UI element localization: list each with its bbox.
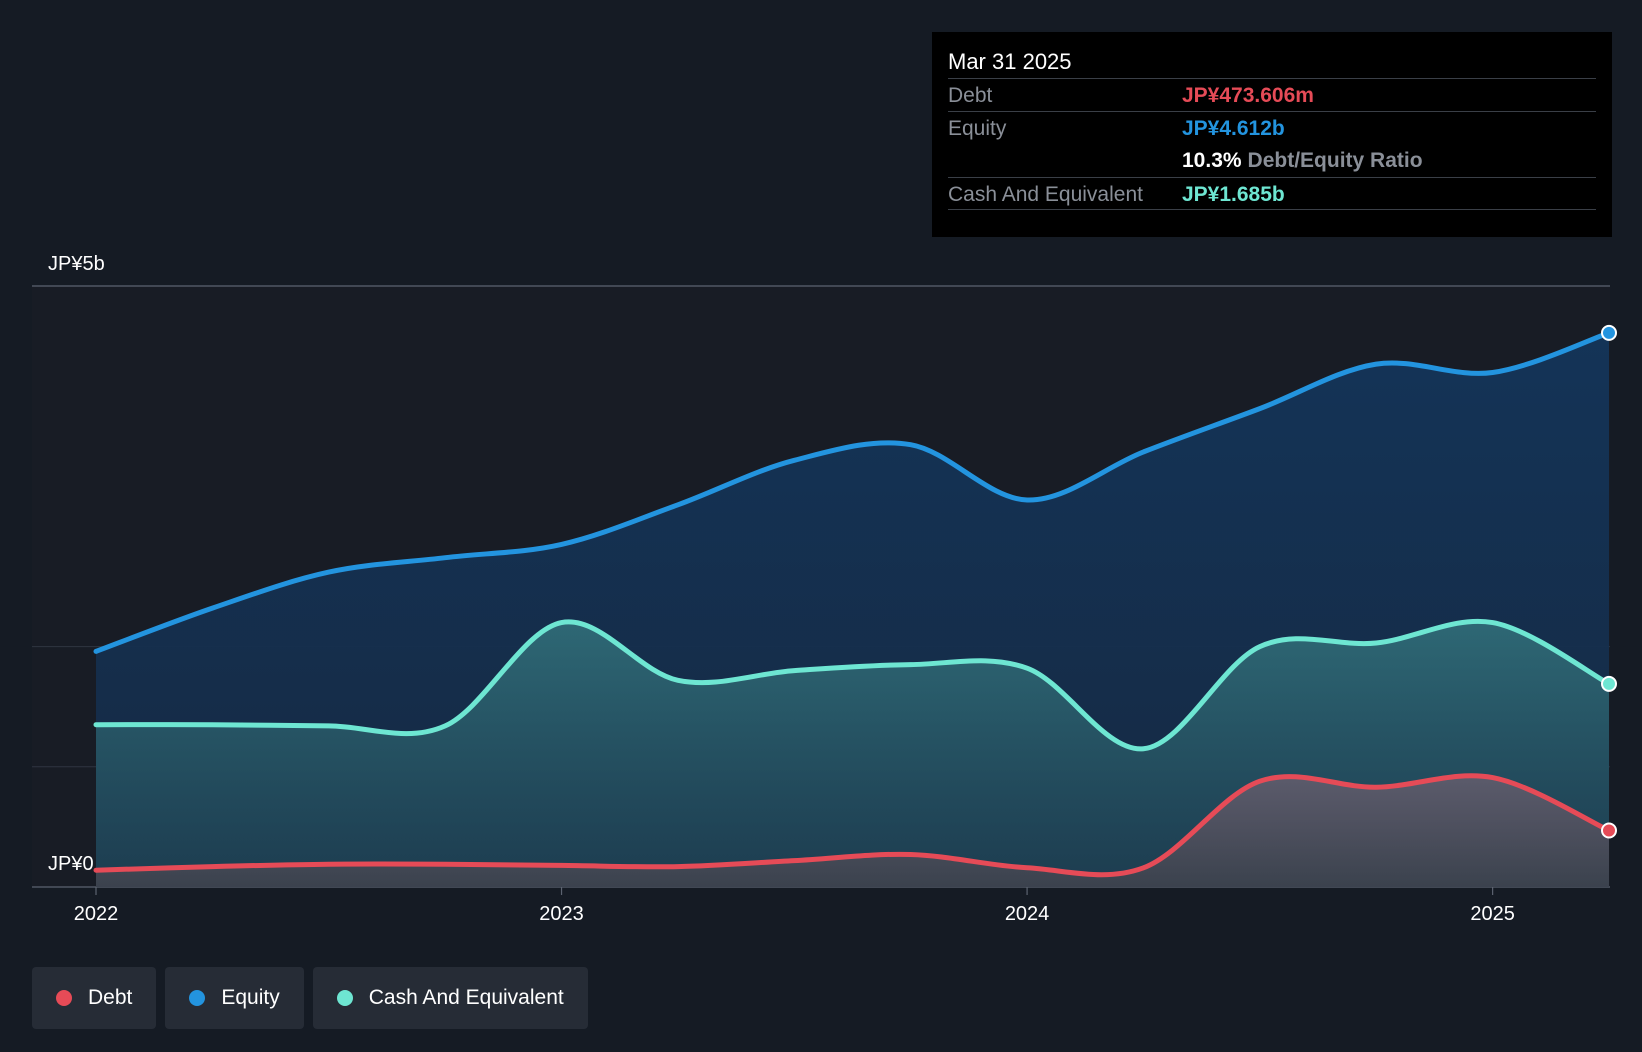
tooltip-cash-label: Cash And Equivalent bbox=[948, 183, 1143, 206]
legend-label-cash: Cash And Equivalent bbox=[368, 986, 564, 1009]
x-tick-label: 2022 bbox=[74, 903, 119, 925]
tooltip-debt-value: JP¥473.606m bbox=[1182, 84, 1314, 107]
equity-line bbox=[93, 330, 1612, 654]
tooltip-date: Mar 31 2025 bbox=[948, 49, 1072, 74]
legend-item-cash[interactable]: Cash And Equivalent bbox=[312, 967, 588, 1029]
tooltip-debt-row: Debt JP¥473.606m bbox=[948, 78, 1596, 111]
cash-and-equivalent-line bbox=[93, 618, 1612, 752]
debt-line bbox=[93, 773, 1612, 878]
y-tick-label-bottom: JP¥0 bbox=[48, 853, 94, 875]
equity-end-point bbox=[1601, 324, 1617, 341]
tooltip-cash-value: JP¥1.685b bbox=[1182, 183, 1285, 206]
tooltip-debt-label: Debt bbox=[948, 84, 993, 107]
tooltip-equity-label: Equity bbox=[948, 117, 1007, 140]
tooltip-ratio-value: 10.3% bbox=[1182, 149, 1242, 172]
cash-and-equivalent-end-point bbox=[1601, 675, 1617, 692]
x-tick-label: 2024 bbox=[1005, 903, 1050, 925]
x-tick-label: 2023 bbox=[539, 903, 584, 925]
legend-label-debt: Debt bbox=[88, 986, 133, 1009]
legend-label-equity: Equity bbox=[221, 986, 280, 1009]
tooltip-equity-value: JP¥4.612b bbox=[1182, 117, 1285, 140]
legend: Debt Equity Cash And Equivalent bbox=[32, 967, 597, 1029]
tooltip-ratio-label: Debt/Equity Ratio bbox=[1247, 149, 1423, 172]
tooltip: Mar 31 2025 Debt JP¥473.606m Equity JP¥4… bbox=[932, 32, 1612, 237]
legend-item-equity[interactable]: Equity bbox=[165, 967, 304, 1029]
debt-area bbox=[96, 775, 1609, 887]
legend-item-debt[interactable]: Debt bbox=[32, 967, 157, 1029]
tooltip-cash-row: Cash And Equivalent JP¥1.685b bbox=[948, 177, 1596, 210]
x-tick-label: 2025 bbox=[1470, 903, 1515, 925]
tooltip-ratio-row: 10.3% Debt/Equity Ratio bbox=[948, 144, 1596, 177]
debt-dot-icon bbox=[56, 990, 72, 1006]
cash-dot-icon bbox=[336, 990, 353, 1006]
tooltip-equity-row: Equity JP¥4.612b bbox=[948, 111, 1596, 144]
equity-dot-icon bbox=[189, 990, 206, 1006]
debt-end-point bbox=[1601, 822, 1617, 839]
y-tick-label-top: JP¥5b bbox=[48, 253, 105, 275]
